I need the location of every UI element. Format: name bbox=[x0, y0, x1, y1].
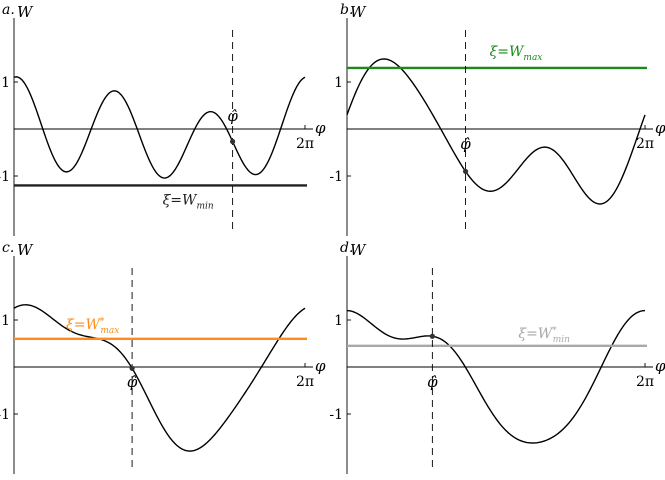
panel-label: d. bbox=[340, 240, 353, 256]
series-line bbox=[346, 309, 646, 444]
series-line bbox=[13, 76, 306, 179]
level-label-sub: min bbox=[196, 201, 213, 211]
phi-hat-label: φ̂ bbox=[227, 107, 238, 125]
y-axis-label: W bbox=[350, 241, 367, 259]
panel-1: 1 -1 2π Wφ a. φ̂ ξ=Wmin bbox=[0, 2, 326, 236]
phi-hat-label: φ̂ bbox=[460, 135, 471, 153]
x-axis-label: φ bbox=[655, 119, 665, 137]
level-label-sup: * bbox=[100, 317, 105, 327]
x-tick-label: 2π bbox=[636, 136, 654, 152]
extremum-point bbox=[429, 333, 435, 339]
x-tick-label: 2π bbox=[296, 136, 314, 152]
panel-4: 1 -1 2π Wφ d. φ̂ ξ=W* min bbox=[329, 240, 665, 474]
level-label-sup: * bbox=[552, 326, 557, 336]
panel-label: b. bbox=[340, 2, 353, 18]
y-tick-label: -1 bbox=[329, 169, 343, 185]
x-tick-label: 2π bbox=[296, 374, 314, 390]
y-tick-label: -1 bbox=[0, 169, 10, 185]
series-line bbox=[346, 58, 646, 205]
panel-2: 1 -1 2π Wφ b. φ̂ ξ=Wmax bbox=[329, 2, 665, 236]
x-axis-label: φ bbox=[655, 357, 665, 375]
x-tick-label: 2π bbox=[636, 374, 654, 390]
level-label: ξ=Wmax bbox=[490, 44, 543, 63]
y-tick-label: 1 bbox=[1, 313, 10, 329]
phi-hat-label: φ̂ bbox=[427, 373, 438, 391]
panel-label: c. bbox=[2, 240, 14, 256]
phi-hat-label: φ̂ bbox=[127, 373, 138, 391]
y-axis-label: W bbox=[350, 3, 367, 21]
y-tick-label: -1 bbox=[329, 407, 343, 423]
y-tick-label: 1 bbox=[334, 75, 343, 91]
level-label-sub: min bbox=[553, 335, 570, 345]
y-axis-label: W bbox=[17, 3, 34, 21]
y-tick-label: 1 bbox=[334, 313, 343, 329]
panel-label: a. bbox=[2, 2, 15, 18]
y-tick-label: -1 bbox=[0, 407, 10, 423]
x-axis-label: φ bbox=[315, 357, 326, 375]
level-label: ξ=W* min bbox=[518, 326, 570, 345]
x-axis-label: φ bbox=[315, 119, 326, 137]
level-label-sub: max bbox=[523, 53, 542, 63]
extremum-point bbox=[129, 365, 135, 371]
y-axis-label: W bbox=[17, 241, 34, 259]
level-label-sub: max bbox=[100, 326, 119, 336]
series-line bbox=[13, 304, 306, 452]
extremum-point bbox=[230, 138, 236, 145]
level-label: ξ=Wmin bbox=[163, 192, 214, 211]
extremum-point bbox=[462, 168, 469, 175]
y-tick-label: 1 bbox=[1, 75, 10, 91]
